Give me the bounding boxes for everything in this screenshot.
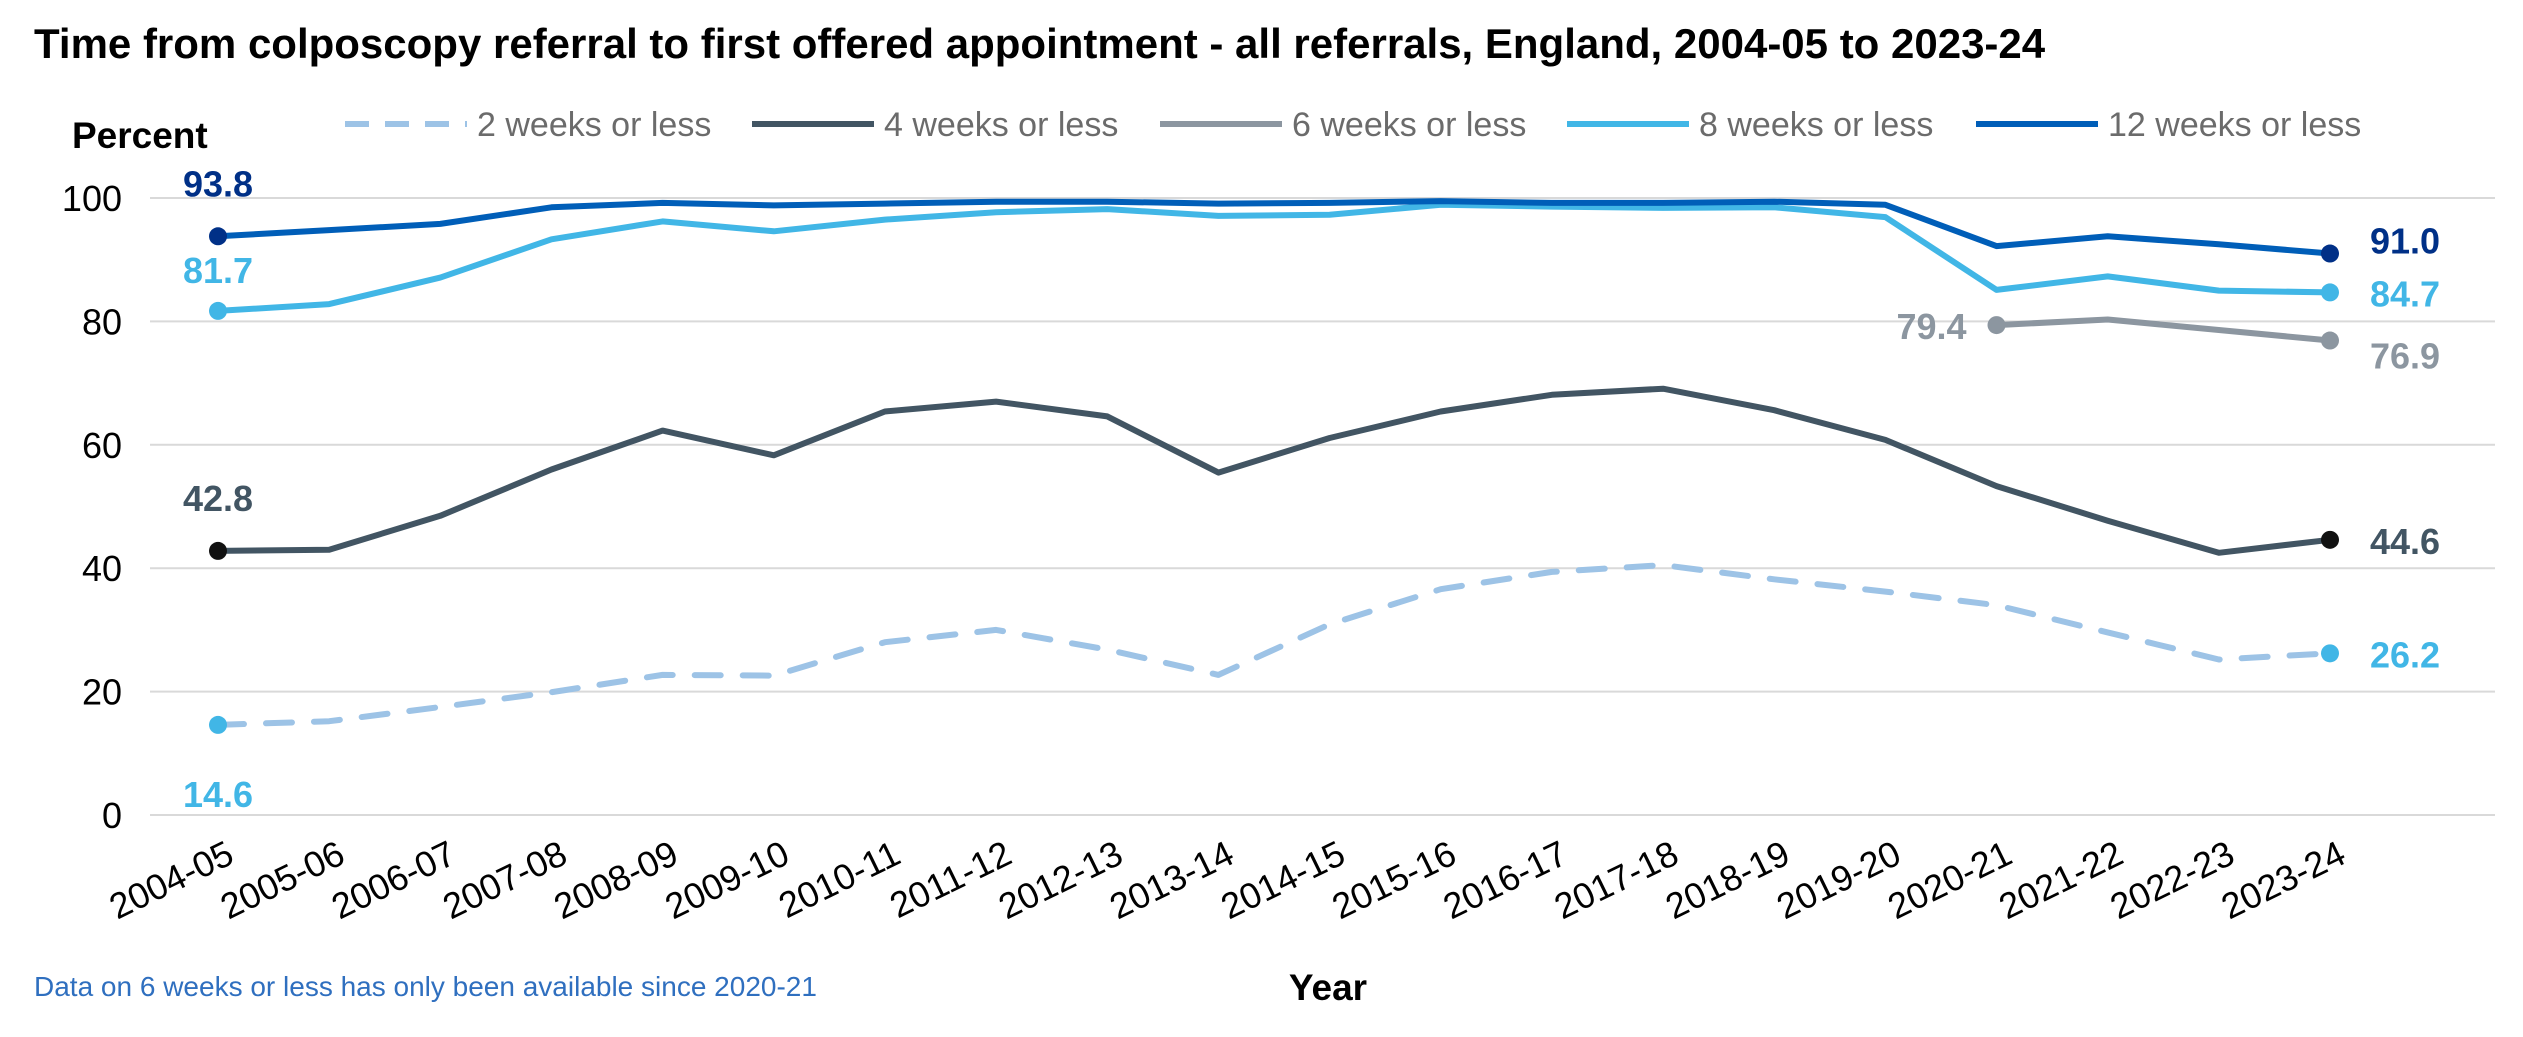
series-lines (209, 198, 2339, 734)
data-point-marker (2321, 244, 2339, 263)
data-label-start: 14.6 (183, 774, 253, 815)
x-tick-label: 2022-23 (2104, 832, 2241, 927)
data-labels: 14.6 26.2 42.8 44.6 79.4 76.9 81.7 84.7 93.8 91.0 (183, 163, 2440, 815)
data-point-marker (1987, 316, 2006, 335)
data-point-marker (2321, 331, 2339, 350)
y-axis-ticks: 0 20 40 60 80 100 (62, 178, 122, 836)
y-tick-label: 60 (82, 425, 122, 466)
x-tick-label: 2008-09 (547, 832, 684, 927)
y-axis-label: Percent (72, 115, 208, 156)
x-tick-label: 2019-20 (1770, 832, 1907, 927)
series-line (1993, 316, 2333, 344)
data-point-marker (2321, 644, 2339, 663)
data-label-end: 44.6 (2370, 521, 2440, 562)
y-tick-label: 80 (82, 301, 122, 342)
x-tick-label: 2018-19 (1659, 832, 1796, 927)
legend-entry: 12 weeks or less (2108, 106, 2361, 144)
x-axis-label: Year (1289, 967, 1367, 1008)
x-tick-label: 2012-13 (992, 832, 1129, 927)
data-label-end: 84.7 (2370, 273, 2440, 314)
x-tick-label: 2020-21 (1881, 832, 2018, 927)
x-axis-ticks: 2004-052005-062006-072007-082008-092009-… (103, 832, 2352, 927)
gridlines (150, 197, 2495, 816)
x-tick-label: 2010-11 (772, 832, 906, 926)
y-tick-label: 0 (102, 795, 122, 836)
x-tick-label: 2017-18 (1548, 832, 1685, 927)
x-tick-label: 2007-08 (436, 832, 573, 927)
data-point-marker (209, 301, 227, 320)
x-tick-label: 2014-15 (1214, 832, 1351, 927)
series-line (215, 198, 2333, 257)
x-tick-label: 2016-17 (1437, 832, 1574, 927)
data-label-end: 26.2 (2370, 634, 2440, 675)
data-point-marker (2321, 283, 2339, 302)
legend: 2 weeks or less 4 weeks or less 6 weeks or… (345, 106, 2361, 144)
x-tick-label: 2004-05 (103, 832, 240, 927)
x-tick-label: 2021-22 (1992, 832, 2129, 927)
data-label-start: 42.8 (183, 478, 253, 519)
x-tick-label: 2013-14 (1103, 832, 1240, 927)
y-tick-label: 100 (62, 178, 122, 219)
legend-entry: 6 weeks or less (1292, 106, 1526, 144)
legend-entry: 2 weeks or less (477, 106, 711, 144)
x-tick-label: 2023-24 (2215, 832, 2352, 927)
data-label-start: 79.4 (1896, 306, 1966, 347)
data-label-end: 91.0 (2370, 221, 2440, 262)
x-tick-label: 2011-12 (883, 832, 1017, 926)
data-label-start: 81.7 (183, 250, 253, 291)
data-point-marker (209, 541, 227, 560)
data-point-marker (209, 227, 227, 246)
legend-entry: 8 weeks or less (1699, 106, 1933, 144)
x-tick-label: 2006-07 (325, 832, 462, 927)
x-tick-label: 2009-10 (659, 832, 796, 927)
chart-title: Time from colposcopy referral to first o… (34, 20, 2046, 67)
series-line (215, 562, 2333, 728)
legend-entry: 4 weeks or less (884, 106, 1118, 144)
x-tick-label: 2015-16 (1326, 832, 1463, 927)
data-label-start: 93.8 (183, 163, 253, 204)
y-tick-label: 40 (82, 548, 122, 589)
series-line (215, 385, 2333, 556)
x-tick-label: 2005-06 (214, 832, 351, 927)
series-line (215, 201, 2333, 314)
footnote: Data on 6 weeks or less has only been av… (34, 971, 817, 1002)
data-label-end: 76.9 (2370, 336, 2440, 377)
y-tick-label: 20 (82, 672, 122, 713)
data-point-marker (209, 715, 227, 734)
data-point-marker (2321, 530, 2339, 549)
